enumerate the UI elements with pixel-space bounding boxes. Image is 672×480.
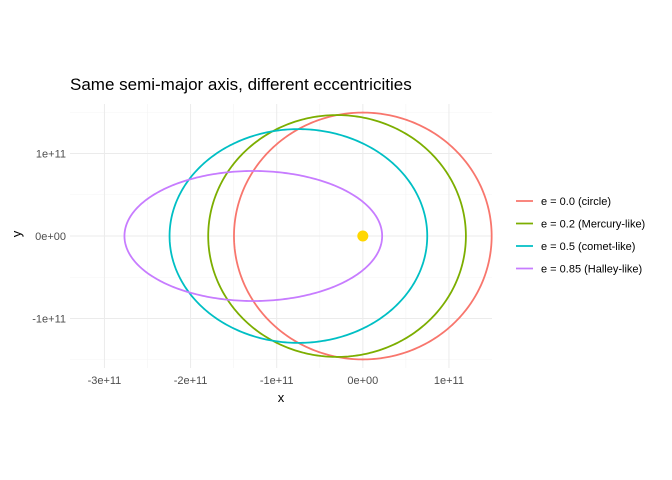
orbits <box>123 111 493 361</box>
y-tick-label: 1e+11 <box>36 149 66 161</box>
chart-title: Same semi-major axis, different eccentri… <box>70 75 412 94</box>
x-tick-label: 0e+00 <box>347 375 378 387</box>
y-axis-title: y <box>9 230 24 237</box>
x-axis-title: x <box>278 390 285 405</box>
orbit-series-2 <box>168 128 429 344</box>
focus-layer <box>357 230 369 242</box>
orbit-series-1 <box>207 114 467 358</box>
x-tick-label: -2e+11 <box>174 375 208 387</box>
y-tick-label: -1e+11 <box>32 314 66 326</box>
legend-label: e = 0.5 (comet-like) <box>541 241 635 253</box>
legend: e = 0.0 (circle) e = 0.2 (Mercury-like) e … <box>516 196 645 276</box>
legend-label: e = 0.0 (circle) <box>541 196 611 208</box>
orbit-series-3 <box>123 170 384 302</box>
orbit-series-0 <box>233 111 493 361</box>
grid <box>70 104 492 368</box>
x-tick-label: 1e+11 <box>434 375 464 387</box>
y-axis-ticks: -1e+11 0e+00 1e+11 <box>32 149 66 326</box>
legend-label: e = 0.85 (Halley-like) <box>541 264 642 276</box>
y-tick-label: 0e+00 <box>35 231 66 243</box>
x-tick-label: -3e+11 <box>88 375 122 387</box>
sun-focus-point <box>357 230 369 242</box>
legend-label: e = 0.2 (Mercury-like) <box>541 219 645 231</box>
x-tick-label: -1e+11 <box>260 375 294 387</box>
x-axis-ticks: -3e+11 -2e+11 -1e+11 0e+00 1e+11 <box>88 375 464 387</box>
